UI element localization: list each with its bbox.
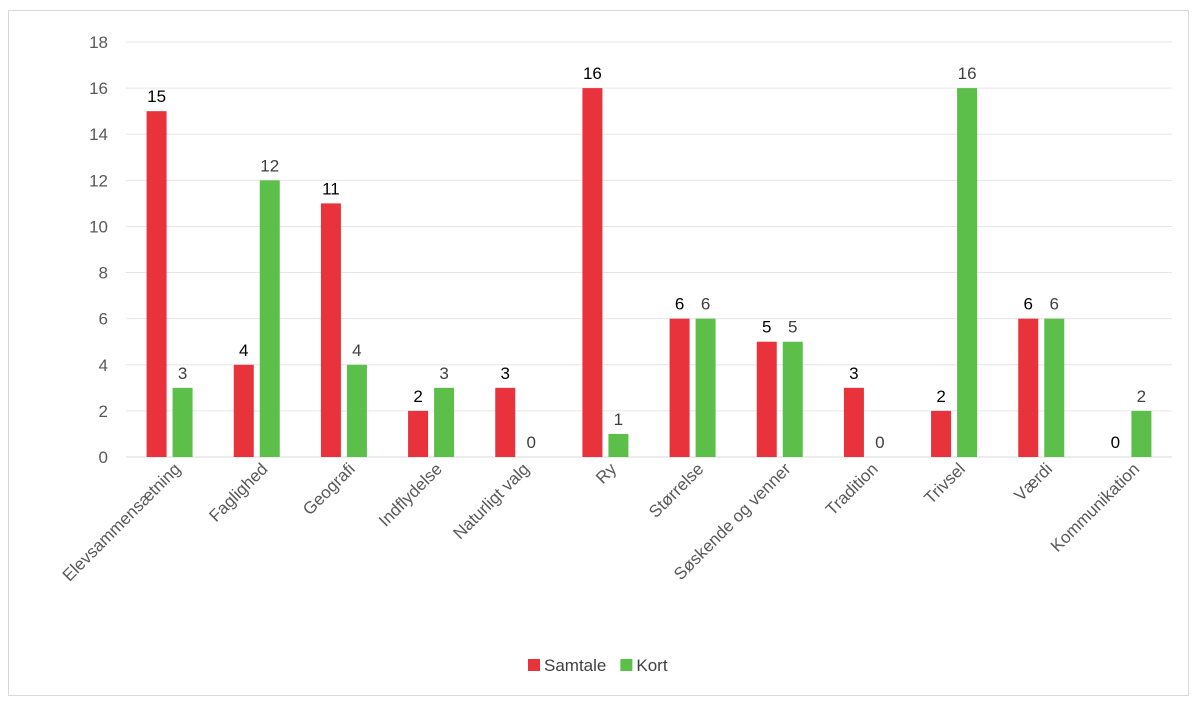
x-tick-label: Trivsel bbox=[921, 459, 969, 507]
data-label-samtale: 2 bbox=[936, 387, 945, 406]
y-tick-label: 16 bbox=[89, 79, 108, 98]
bar-samtale bbox=[582, 88, 603, 457]
legend-label-samtale: Samtale bbox=[544, 656, 606, 675]
data-label-samtale: 6 bbox=[1024, 295, 1033, 314]
data-label-samtale: 2 bbox=[413, 387, 422, 406]
x-tick-label: Naturligt valg bbox=[449, 459, 533, 543]
data-label-samtale: 5 bbox=[762, 318, 771, 337]
gridlines bbox=[126, 41, 1172, 458]
bar-kort bbox=[608, 433, 629, 457]
y-tick-label: 14 bbox=[89, 125, 108, 144]
y-tick-label: 0 bbox=[99, 448, 108, 467]
bar-samtale bbox=[756, 341, 777, 457]
y-axis-ticks: 0 2 4 6 8 10 12 14 16 18 bbox=[89, 33, 108, 467]
legend: Samtale Kort bbox=[528, 656, 668, 675]
y-tick-label: 12 bbox=[89, 171, 108, 190]
data-label-kort: 2 bbox=[1137, 387, 1146, 406]
data-label-kort: 5 bbox=[788, 318, 797, 337]
data-label-samtale: 3 bbox=[849, 364, 858, 383]
bar-kort bbox=[957, 88, 978, 457]
x-tick-label: Ry bbox=[592, 459, 620, 487]
bar-samtale bbox=[146, 111, 167, 458]
data-label-kort: 1 bbox=[614, 410, 623, 429]
bar-samtale bbox=[495, 387, 516, 457]
bars bbox=[146, 88, 1152, 458]
data-label-kort: 3 bbox=[439, 364, 448, 383]
x-axis-ticks: Elevsammensætning Faglighed Geografi Indfly… bbox=[59, 459, 1144, 585]
data-label-kort: 3 bbox=[178, 364, 187, 383]
legend-swatch-kort bbox=[620, 659, 633, 671]
legend-swatch-samtale bbox=[528, 659, 540, 671]
data-label-kort: 16 bbox=[958, 64, 977, 83]
bar-kort bbox=[1131, 410, 1152, 457]
bar-kort bbox=[172, 387, 193, 457]
data-label-kort: 6 bbox=[701, 295, 710, 314]
data-label-samtale: 3 bbox=[501, 364, 510, 383]
y-tick-label: 10 bbox=[89, 217, 108, 236]
x-tick-label: Indflydelse bbox=[375, 459, 446, 530]
bar-kort bbox=[695, 318, 716, 457]
bar-samtale bbox=[843, 387, 864, 457]
y-tick-label: 6 bbox=[99, 310, 108, 329]
bar-kort bbox=[434, 387, 455, 457]
legend-label-kort: Kort bbox=[636, 656, 667, 675]
bar-samtale bbox=[408, 410, 429, 457]
data-label-kort: 0 bbox=[875, 433, 884, 452]
x-tick-label: Tradition bbox=[822, 459, 882, 519]
bar-samtale bbox=[233, 364, 254, 457]
data-label-samtale: 15 bbox=[147, 87, 166, 106]
bar-samtale bbox=[1018, 318, 1039, 457]
bar-samtale bbox=[320, 203, 341, 457]
data-label-kort: 4 bbox=[352, 341, 361, 360]
x-tick-label: Elevsammensætning bbox=[59, 459, 185, 585]
x-tick-label: Værdi bbox=[1011, 459, 1057, 505]
data-label-samtale: 11 bbox=[322, 179, 340, 198]
x-tick-label: Geografi bbox=[299, 459, 359, 519]
x-tick-label: Størrelse bbox=[645, 459, 707, 521]
y-tick-label: 2 bbox=[99, 402, 108, 421]
data-label-samtale: 6 bbox=[675, 295, 684, 314]
data-label-kort: 0 bbox=[527, 433, 536, 452]
y-tick-label: 8 bbox=[99, 264, 108, 283]
bar-kort bbox=[782, 341, 803, 457]
data-label-samtale: 16 bbox=[583, 64, 602, 83]
bar-samtale bbox=[931, 410, 952, 457]
data-label-kort: 6 bbox=[1050, 295, 1059, 314]
bar-samtale bbox=[669, 318, 690, 457]
data-label-samtale: 4 bbox=[239, 341, 248, 360]
data-label-kort: 12 bbox=[260, 156, 279, 175]
bar-kort bbox=[1044, 318, 1065, 457]
y-tick-label: 18 bbox=[89, 33, 108, 52]
data-label-samtale: 0 bbox=[1111, 433, 1120, 452]
y-tick-label: 4 bbox=[99, 356, 108, 375]
bar-kort bbox=[259, 180, 280, 458]
bar-kort bbox=[346, 364, 367, 457]
x-tick-label: Faglighed bbox=[205, 459, 271, 525]
x-tick-label: Kommunikation bbox=[1047, 459, 1143, 555]
